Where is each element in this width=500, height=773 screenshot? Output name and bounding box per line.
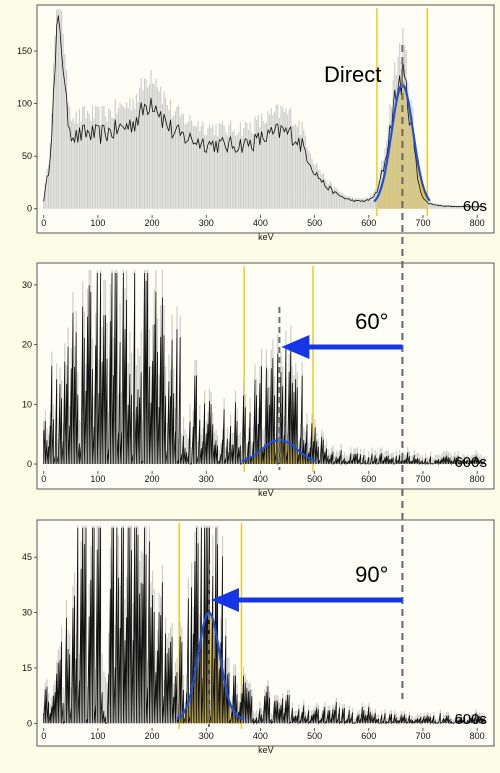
y-tick-label: 30: [22, 280, 32, 290]
acquisition-duration-label: 600s: [454, 711, 487, 728]
direct-label: Direct: [324, 62, 381, 87]
angle-label: 60°: [355, 309, 388, 334]
x-tick-label: 500: [307, 731, 322, 741]
x-tick-label: 800: [470, 218, 485, 228]
x-tick-label: 300: [199, 731, 214, 741]
x-tick-label: 0: [41, 731, 46, 741]
x-tick-label: 0: [41, 474, 46, 484]
x-tick-label: 800: [470, 474, 485, 484]
x-tick-label: 600: [361, 474, 376, 484]
y-tick-label: 45: [22, 552, 32, 562]
x-axis-label: keV: [258, 488, 274, 498]
x-tick-label: 400: [253, 474, 268, 484]
y-tick-label: 0: [27, 718, 32, 728]
y-tick-label: 0: [27, 459, 32, 469]
x-tick-label: 200: [145, 474, 160, 484]
y-tick-label: 150: [17, 46, 32, 56]
x-tick-label: 700: [415, 731, 430, 741]
spectrum-line: [43, 272, 485, 466]
x-tick-label: 100: [90, 731, 105, 741]
spectrum-line: [43, 527, 485, 725]
acquisition-duration-label: 60s: [463, 198, 487, 215]
x-tick-label: 300: [199, 218, 214, 228]
angle-label: 90°: [355, 562, 388, 587]
y-tick-label: 0: [27, 204, 32, 214]
x-tick-label: 400: [253, 218, 268, 228]
y-tick-label: 30: [22, 608, 32, 618]
panel-direct: 0 100 200 300 400 500 600 700 800 0 50 100 150 keV 60s: [17, 4, 495, 242]
y-tick-label: 10: [22, 399, 32, 409]
panel-60deg: 0 100 200 300 400 500 600 700 800 0 10 20 30 keV 600s: [22, 262, 495, 498]
x-tick-label: 100: [90, 218, 105, 228]
x-tick-label: 200: [145, 731, 160, 741]
overlay-layer: Direct 60° 90°: [207, 45, 404, 727]
x-tick-label: 700: [415, 218, 430, 228]
x-axis-label: keV: [258, 232, 274, 242]
acquisition-duration-label: 600s: [454, 454, 487, 471]
x-tick-label: 500: [307, 218, 322, 228]
y-tick-label: 15: [22, 663, 32, 673]
x-tick-label: 0: [41, 218, 46, 228]
x-tick-label: 500: [307, 474, 322, 484]
x-tick-label: 700: [415, 474, 430, 484]
spectrum-error-band: [43, 9, 485, 209]
y-tick-label: 50: [22, 151, 32, 161]
x-tick-label: 800: [470, 731, 485, 741]
gaussian-fit-line: [176, 611, 245, 721]
panel-90deg: 0 100 200 300 400 500 600 700 800 0 15 30 45 keV 600s: [22, 519, 495, 755]
x-tick-label: 400: [253, 731, 268, 741]
x-tick-label: 200: [145, 218, 160, 228]
y-tick-label: 100: [17, 99, 32, 109]
y-tick-label: 20: [22, 340, 32, 350]
x-axis-label: keV: [258, 745, 274, 755]
shift-arrow-head: [281, 335, 310, 359]
x-tick-label: 600: [361, 731, 376, 741]
x-tick-label: 600: [361, 218, 376, 228]
shift-arrow-head: [210, 588, 239, 612]
x-tick-label: 100: [90, 474, 105, 484]
x-tick-label: 300: [199, 474, 214, 484]
